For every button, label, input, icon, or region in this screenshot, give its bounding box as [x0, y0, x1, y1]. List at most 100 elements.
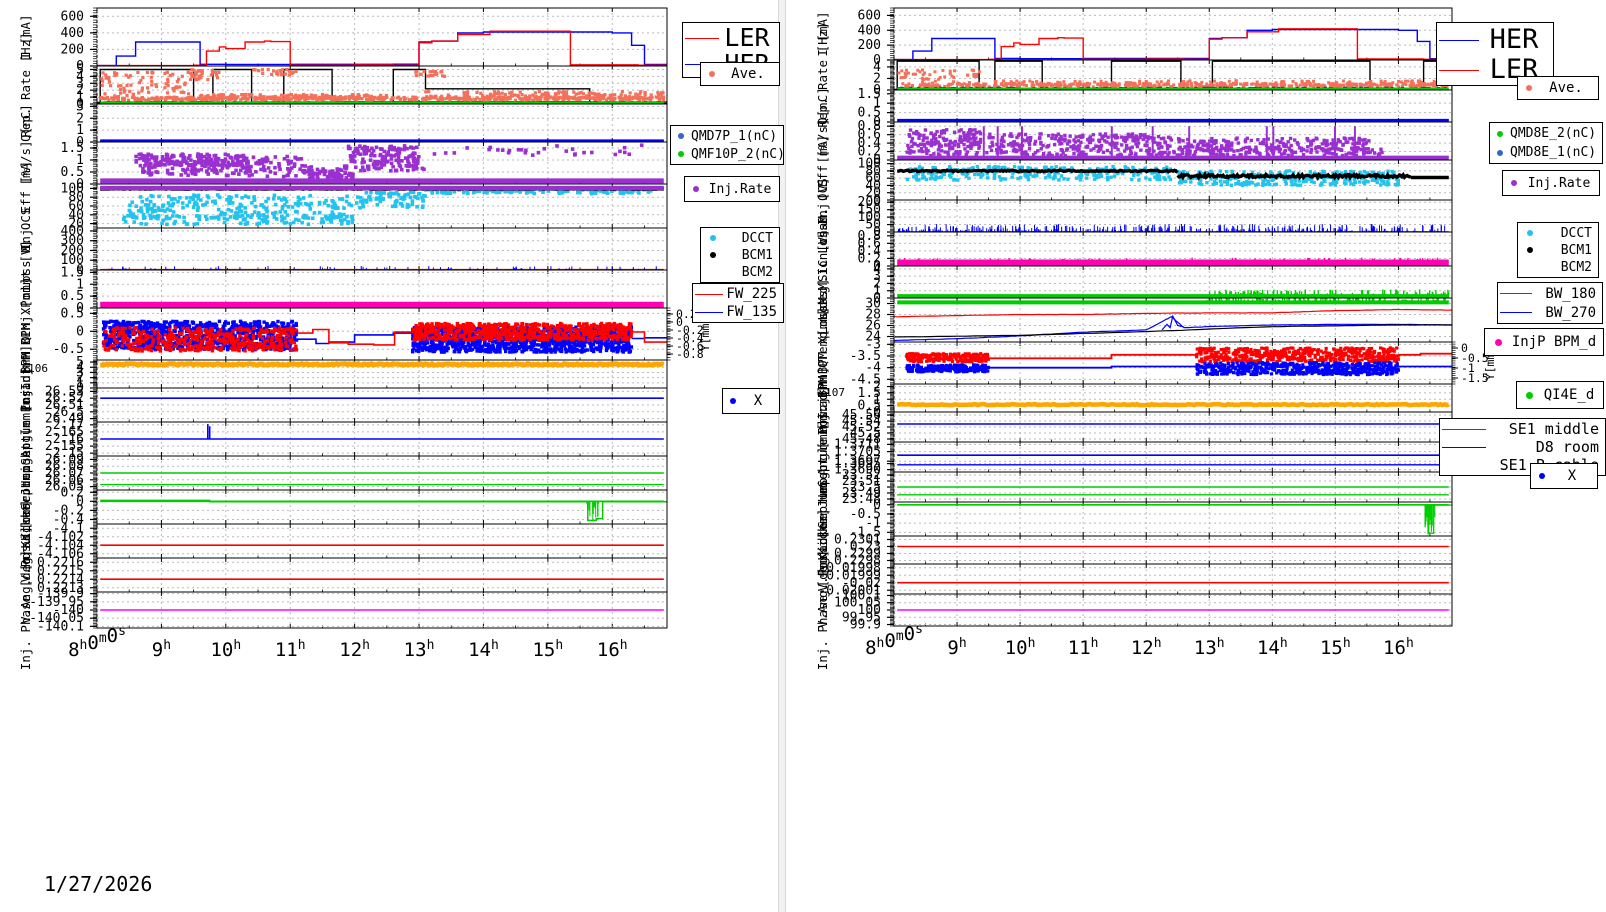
right-loss-legend[interactable]: BW_180 BW_270 — [1497, 282, 1603, 324]
axis-title: Septum Angle [mrad] — [18, 368, 33, 511]
axis-tick-label: 200 — [858, 195, 881, 210]
axis-tick-label: 1.5 — [61, 141, 84, 156]
axis-tick-label: -4.1 — [53, 521, 84, 536]
legend-row: DCCT — [1518, 225, 1598, 242]
axis-tick-label: 1 — [76, 376, 84, 391]
dot-swatch-icon — [701, 248, 725, 263]
legend-label: SE1 middle — [1508, 420, 1599, 438]
axis-tick-label: -4.102 — [37, 530, 84, 545]
axis-tick-label: 0.2215 — [37, 564, 84, 579]
axis-tick-label: 0.8 — [858, 119, 881, 134]
legend-row: BW_270 — [1498, 303, 1602, 322]
left-charge-legend[interactable]: QMD7P_1(nC) QMF10P_2(nC) — [670, 125, 785, 165]
axis-tick-label: 0 — [76, 135, 84, 150]
axis-tick-label: 50 — [865, 218, 881, 233]
axis-tick-label: 3 — [76, 365, 84, 380]
axis-title: Septum Angle [mrad] — [815, 386, 830, 529]
axis-tick-label: 200 — [61, 42, 84, 57]
axis-tick-label: 0.6 — [858, 128, 881, 143]
right-plot-panel[interactable]: 600 400 200 0 I [mA] 4 2 0 Rep. Rate [Hz] 1.5 1 0.5… — [784, 0, 1606, 912]
legend-row: InjP BPM_d — [1485, 334, 1603, 350]
line-swatch-icon — [683, 23, 721, 52]
axis-tick-label: 1 — [873, 96, 881, 111]
right-injeff-legend[interactable]: DCCT BCM1 BCM2 — [1517, 222, 1599, 278]
right-injrate-legend[interactable]: Inj.Rate — [1502, 170, 1600, 196]
axis-tick-label: -3.5 — [850, 349, 881, 364]
axis-tick-label: 26.09 — [45, 452, 84, 467]
secondary-axis-tick-label: -0.2 — [676, 323, 704, 337]
left-bpm-legend[interactable]: X — [722, 388, 780, 414]
axis-tick-label: 0 — [76, 177, 84, 192]
axis-tick-label: 2.17 — [53, 418, 84, 433]
axis-exponent-label: x106 — [22, 362, 49, 375]
axis-tick-label: 26.08 — [45, 459, 84, 474]
axis-tick-label: 0.4 — [858, 244, 882, 259]
legend-label: DCCT — [741, 230, 773, 246]
axis-tick-label: 2 — [76, 83, 84, 98]
axis-tick-label: 23.51 — [842, 474, 881, 489]
axis-tick-label: 100 — [858, 157, 881, 172]
axis-tick-label: 40 — [68, 208, 84, 223]
axis-tick-label: 0 — [76, 301, 84, 316]
dot-swatch-icon — [1518, 80, 1540, 96]
line-swatch-icon — [1437, 54, 1481, 85]
legend-label: BW_270 — [1545, 304, 1596, 321]
axis-tick-label: 3 — [76, 99, 84, 114]
axis-title: V.Ang. [mrad] — [18, 526, 33, 624]
dot-swatch-icon — [1490, 145, 1510, 160]
axis-tick-label: 26.06 — [45, 473, 84, 488]
axis-tick-label: -3 — [865, 337, 881, 352]
right-qi4e-legend[interactable]: QI4E_d — [1516, 381, 1604, 409]
time-axis-tick-label: 10h — [210, 638, 241, 661]
axis-tick-label: 0.5 — [61, 165, 84, 180]
right-ave-legend[interactable]: Ave. — [1517, 76, 1599, 100]
left-plot-panel[interactable]: 600 400 200 0 I [mA] 5 4 3 2 1 0 Rep. Rate [Hz] 3 2 1 0… — [0, 0, 785, 912]
axis-title: Inj. Phase [deg] — [815, 550, 830, 670]
axis-tick-label: 23.52 — [842, 468, 881, 483]
left-ave-legend[interactable]: Ave. — [700, 62, 780, 86]
axis-tick-label: 1 — [76, 123, 84, 138]
axis-title: Inj. BPM Q — [815, 360, 830, 435]
legend-label: QMD8E_2(nC) — [1510, 126, 1597, 141]
axis-tick-label: 0 — [873, 225, 881, 240]
axis-tick-label: 45.52 — [842, 420, 881, 435]
right-ring-legend[interactable]: HER LER — [1436, 22, 1554, 86]
left-loss-legend[interactable]: FW_225 FW_135 — [692, 283, 784, 323]
line-swatch-icon — [1440, 438, 1488, 456]
axis-tick-label: -139.95 — [29, 595, 84, 610]
axis-tick-label: 100 — [61, 253, 84, 268]
axis-tick-label: 45.56 — [842, 408, 881, 423]
dot-swatch-icon — [1518, 243, 1542, 258]
axis-tick-label: 99.9 — [850, 618, 881, 633]
legend-row: BCM1 — [1518, 242, 1598, 259]
axis-title: Inj. BPM Q — [18, 336, 33, 411]
legend-label: BW_180 — [1545, 285, 1596, 302]
left-injeff-legend[interactable]: DCCT BCM1 BCM2 — [700, 227, 780, 283]
right-injp-legend[interactable]: InjP BPM_d — [1484, 328, 1604, 356]
secondary-axis-tick-label: 0 — [1461, 341, 1468, 355]
date-label: 1/27/2026 — [44, 872, 153, 896]
left-injrate-legend[interactable]: Inj.Rate — [684, 176, 780, 202]
legend-row: X — [1531, 468, 1597, 484]
axis-tick-label: 1.3705 — [834, 445, 881, 460]
axis-tick-label: 60 — [865, 171, 881, 186]
axis-tick-label: 1.5 — [61, 265, 84, 280]
axis-tick-label: 40 — [865, 178, 881, 193]
axis-tick-label: 300 — [61, 234, 84, 249]
axis-tick-label: -0.01998 — [818, 561, 881, 576]
axis-tick-label: 0 — [873, 115, 881, 130]
axis-tick-label: -140 — [53, 603, 84, 618]
right-bpm-legend[interactable]: X — [1530, 463, 1598, 489]
axis-tick-label: 0.2301 — [834, 533, 881, 548]
axis-title: Septum Pos. [mm] — [815, 367, 830, 487]
axis-tick-label: 26.05 — [45, 480, 84, 495]
axis-tick-label: 80 — [865, 164, 881, 179]
axis-tick-label: 0 — [873, 291, 881, 306]
axis-tick-label: 24 — [865, 330, 881, 345]
axis-title: Inj.P BPM X[mm] — [815, 307, 830, 420]
right-charge-legend[interactable]: QMD8E_2(nC) QMD8E_1(nC) — [1489, 122, 1603, 164]
axis-tick-label: 1 — [873, 284, 881, 299]
legend-row: BCM2 — [1518, 259, 1598, 276]
